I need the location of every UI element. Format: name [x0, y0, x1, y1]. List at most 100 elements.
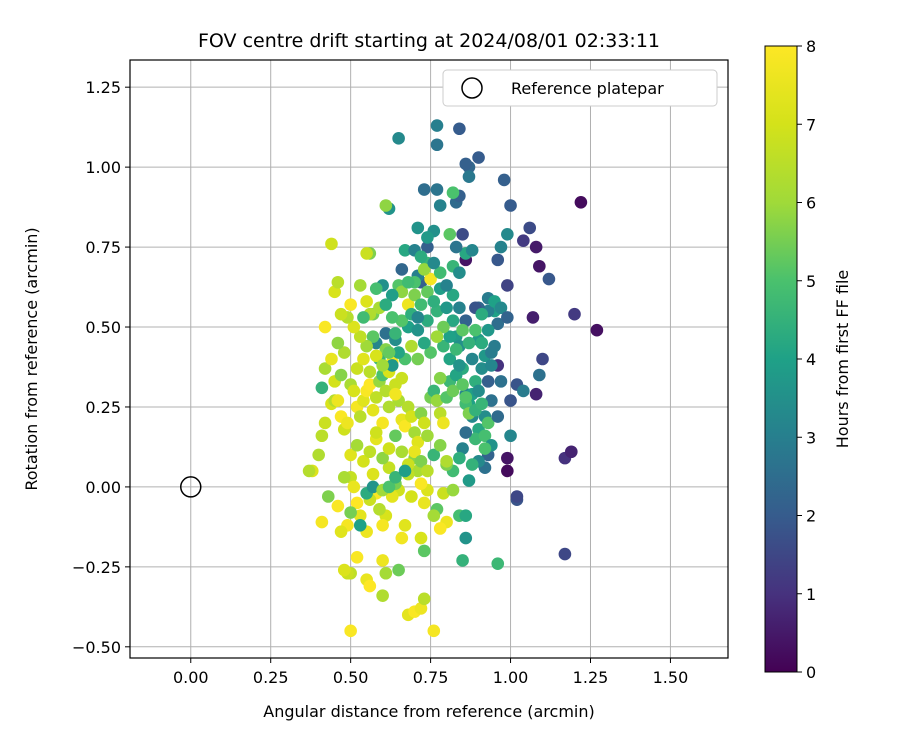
data-point [574, 196, 588, 209]
data-point [494, 375, 508, 388]
data-point [318, 320, 332, 334]
data-point [488, 339, 501, 353]
data-point [347, 384, 361, 398]
data-point [424, 272, 437, 286]
colorbar-tick-label: 8 [806, 37, 816, 56]
data-point [510, 490, 524, 503]
data-point [398, 464, 412, 478]
data-point [459, 391, 473, 404]
data-point [475, 397, 489, 411]
data-point [472, 151, 485, 164]
data-point [334, 368, 348, 382]
data-point [379, 566, 393, 580]
data-point [427, 256, 441, 270]
data-point [417, 183, 431, 196]
data-point [389, 387, 402, 401]
data-point [405, 339, 418, 353]
y-tick-label: 1.00 [85, 158, 121, 177]
data-point [411, 221, 425, 235]
data-point [459, 509, 473, 522]
data-point [469, 432, 482, 446]
data-point [501, 227, 514, 241]
data-point [321, 490, 335, 503]
data-point [353, 518, 367, 532]
data-point [357, 455, 370, 468]
data-point [427, 448, 441, 462]
x-tick-label: 1.25 [573, 668, 609, 687]
legend-box [442, 69, 718, 107]
data-point [462, 474, 476, 487]
data-point [325, 237, 338, 251]
legend-entry-reference: Reference platepar [511, 79, 664, 98]
data-point [350, 439, 364, 452]
data-point [529, 240, 543, 254]
data-point [382, 442, 396, 455]
data-points [180, 119, 604, 638]
data-point [453, 359, 466, 372]
data-point [411, 311, 425, 324]
data-point [456, 378, 469, 391]
data-point [485, 359, 498, 372]
y-tick-label: −0.50 [72, 638, 121, 657]
data-point [337, 563, 351, 577]
data-point [395, 371, 409, 385]
data-point [376, 518, 389, 532]
y-tick-label: 0.25 [85, 398, 121, 417]
data-point [449, 368, 463, 382]
data-point [536, 352, 549, 366]
data-point [568, 307, 581, 321]
data-point [443, 227, 457, 241]
y-tick-label: 0.00 [85, 478, 121, 497]
data-point [485, 394, 498, 407]
data-point [459, 157, 473, 171]
data-point [465, 352, 479, 366]
data-point [517, 234, 530, 247]
data-point [363, 378, 377, 391]
data-point [475, 307, 489, 321]
data-point [414, 477, 428, 491]
data-point [379, 327, 393, 340]
data-point [337, 346, 351, 359]
data-point [443, 330, 457, 343]
data-point [360, 247, 373, 260]
data-point [472, 384, 485, 398]
data-point [363, 579, 377, 593]
data-point [331, 275, 345, 289]
x-tick-label: 1.50 [653, 668, 689, 687]
data-point [446, 288, 460, 302]
data-point [430, 394, 444, 407]
data-point [376, 416, 389, 430]
colorbar-tick-label: 2 [806, 507, 816, 526]
data-point [395, 531, 409, 545]
legend: Reference platepar [442, 69, 718, 107]
data-point [494, 301, 508, 315]
colorbar-label: Hours from first FF file [833, 270, 852, 449]
data-point [369, 349, 383, 363]
data-point [517, 384, 530, 398]
data-point [590, 323, 604, 337]
data-point [373, 502, 386, 516]
data-point [379, 298, 393, 311]
data-point [504, 429, 517, 443]
data-point [430, 119, 444, 132]
data-point [433, 371, 447, 385]
legend-marker [461, 77, 483, 99]
data-point [417, 336, 431, 350]
data-point [325, 352, 338, 366]
data-point [411, 435, 425, 449]
data-point [392, 346, 405, 359]
data-point [379, 199, 393, 212]
x-tick-label: 0.00 [173, 668, 209, 687]
data-point [385, 311, 399, 324]
data-point [389, 429, 402, 443]
data-point [421, 240, 434, 254]
data-point [417, 496, 431, 510]
data-point [497, 173, 511, 187]
data-point [344, 298, 357, 311]
data-point [449, 343, 463, 356]
data-point [357, 311, 370, 324]
data-point [421, 285, 434, 299]
data-point [385, 359, 399, 372]
data-point [494, 240, 508, 254]
data-point [408, 288, 421, 302]
